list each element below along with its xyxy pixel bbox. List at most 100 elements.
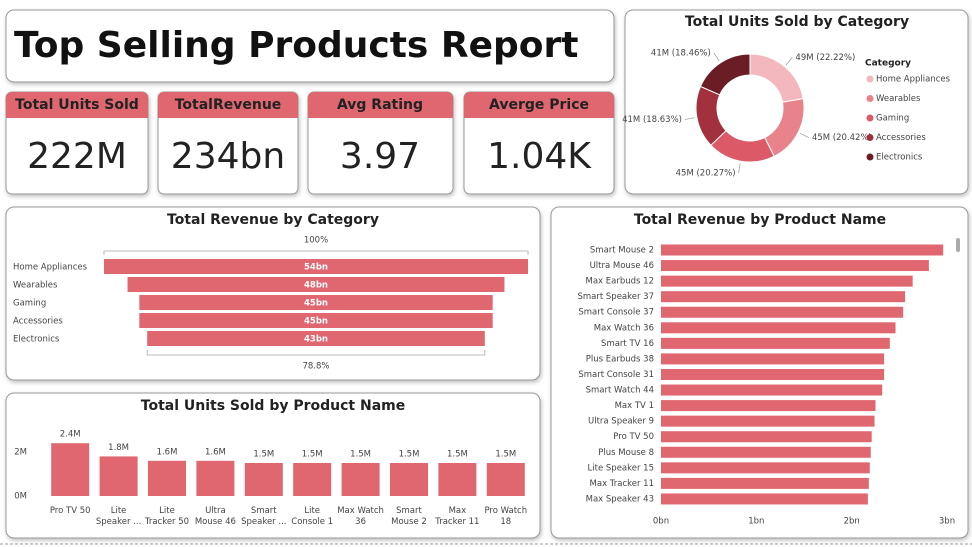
bar — [661, 462, 870, 474]
x-tick-label: Smart Mouse 2 — [391, 506, 427, 527]
bar — [661, 260, 929, 272]
legend-label: Wearables — [876, 94, 921, 104]
x-tick-label: 3bn — [939, 517, 955, 527]
bar — [661, 353, 885, 365]
scrollbar[interactable] — [956, 238, 960, 252]
y-tick-label: Ultra Mouse 46 — [590, 261, 654, 271]
data-label: 45bn — [304, 299, 328, 309]
bar — [390, 463, 428, 496]
x-tick-label: Lite Tracker 50 — [144, 506, 190, 527]
legend-title: Category — [865, 59, 911, 69]
bar — [661, 415, 875, 427]
legend-label: Electronics — [876, 153, 923, 163]
kpi-label: Averge Price — [489, 97, 589, 113]
funnel-bar — [127, 277, 505, 292]
chart-title: Total Revenue by Product Name — [634, 212, 886, 228]
chart-title: Total Revenue by Category — [167, 212, 379, 228]
kpi-header — [158, 92, 298, 118]
kpi-header — [464, 92, 614, 118]
bar — [341, 463, 380, 496]
bar — [293, 463, 332, 496]
y-tick-label: Max Tracker 11 — [590, 479, 654, 489]
bar — [661, 306, 904, 318]
funnel-bottom-label: 78.8% — [302, 362, 329, 372]
bar — [99, 456, 138, 496]
x-tick-label: Pro Watch 18 — [484, 506, 528, 527]
bar — [51, 443, 90, 496]
data-label: 54bn — [304, 263, 328, 273]
y-tick-label: Smart Speaker 37 — [577, 292, 654, 302]
legend-swatch — [866, 153, 874, 161]
kpi-value: 222M — [27, 136, 127, 177]
y-tick-label: Plus Earbuds 38 — [586, 354, 654, 364]
data-label: 1.6M — [205, 447, 226, 457]
x-tick-label: Lite Speaker ... — [95, 506, 142, 527]
funnel-bracket — [146, 350, 486, 356]
legend-swatch — [866, 114, 874, 122]
x-tick-label: 2bn — [844, 517, 860, 527]
x-tick-label: Ultra Mouse 46 — [194, 506, 236, 527]
category-label: Gaming — [13, 299, 46, 309]
category-label: Electronics — [13, 335, 60, 345]
legend-swatch — [866, 75, 874, 83]
data-label: 41M (18.46%) — [651, 48, 711, 58]
y-tick-label: Smart Console 31 — [578, 370, 654, 380]
chart-title: Total Units Sold by Product Name — [141, 398, 405, 414]
category-label: Home Appliances — [13, 263, 88, 273]
y-tick-label: 0M — [14, 492, 27, 502]
funnel-top-label: 100% — [304, 236, 328, 246]
y-tick-label: Smart Watch 44 — [586, 386, 654, 396]
kpi-value: 1.04K — [487, 136, 592, 177]
kpi-header — [308, 92, 453, 118]
data-label: 43bn — [304, 335, 328, 345]
bar — [661, 337, 890, 349]
bar — [661, 477, 869, 489]
bar — [486, 463, 525, 496]
bar — [661, 400, 876, 412]
funnel-bar — [104, 259, 528, 274]
kpi-cards: Total Units Sold TotalRevenue Avg Rating… — [5, 91, 615, 195]
y-tick-label: Smart TV 16 — [601, 339, 654, 349]
y-tick-label: Lite Speaker 15 — [588, 463, 654, 473]
x-tick-label: Max Watch 36 — [337, 506, 384, 527]
data-label: 45M (20.27%) — [676, 168, 736, 178]
y-tick-label: Smart Console 37 — [578, 308, 654, 318]
chart-title: Total Units Sold by Category — [685, 14, 909, 30]
title-panel — [5, 9, 615, 83]
bar — [661, 368, 885, 380]
legend-label: Accessories — [876, 133, 926, 143]
bar — [661, 446, 871, 458]
data-label: 45bn — [304, 317, 328, 327]
data-label: 2.4M — [60, 430, 81, 440]
y-tick-label: Max TV 1 — [615, 401, 654, 411]
y-tick-label: Pro TV 50 — [613, 432, 654, 442]
y-tick-label: Max Speaker 43 — [586, 494, 654, 504]
leader-line — [713, 52, 720, 62]
data-label: 1.6M — [157, 447, 178, 457]
x-tick-label: 0bn — [653, 517, 669, 527]
leader-line — [738, 163, 741, 174]
legend-swatch — [866, 95, 874, 102]
data-label: 1.5M — [302, 450, 323, 460]
data-label: 1.5M — [447, 450, 468, 460]
kpi-label: TotalRevenue — [175, 97, 282, 113]
category-label: Accessories — [13, 317, 63, 327]
donut-slice — [699, 53, 751, 96]
data-label: 45M (20.42%) — [812, 133, 872, 143]
data-label: 1.5M — [399, 450, 420, 460]
bar — [438, 463, 477, 496]
y-tick-label: Smart Mouse 2 — [590, 246, 654, 256]
x-tick-label: Max Tracker 11 — [435, 506, 480, 527]
legend-label: Gaming — [876, 114, 909, 124]
bar — [148, 460, 186, 496]
data-label: 48bn — [304, 281, 328, 291]
kpi-value: 3.97 — [340, 136, 420, 177]
x-tick-label: 1bn — [748, 517, 764, 527]
y-tick-label: Max Watch 36 — [594, 323, 654, 333]
bar — [661, 384, 883, 396]
kpi-label: Total Units Sold — [15, 97, 139, 113]
kpi-header — [6, 92, 148, 118]
funnel-bar — [147, 331, 485, 346]
